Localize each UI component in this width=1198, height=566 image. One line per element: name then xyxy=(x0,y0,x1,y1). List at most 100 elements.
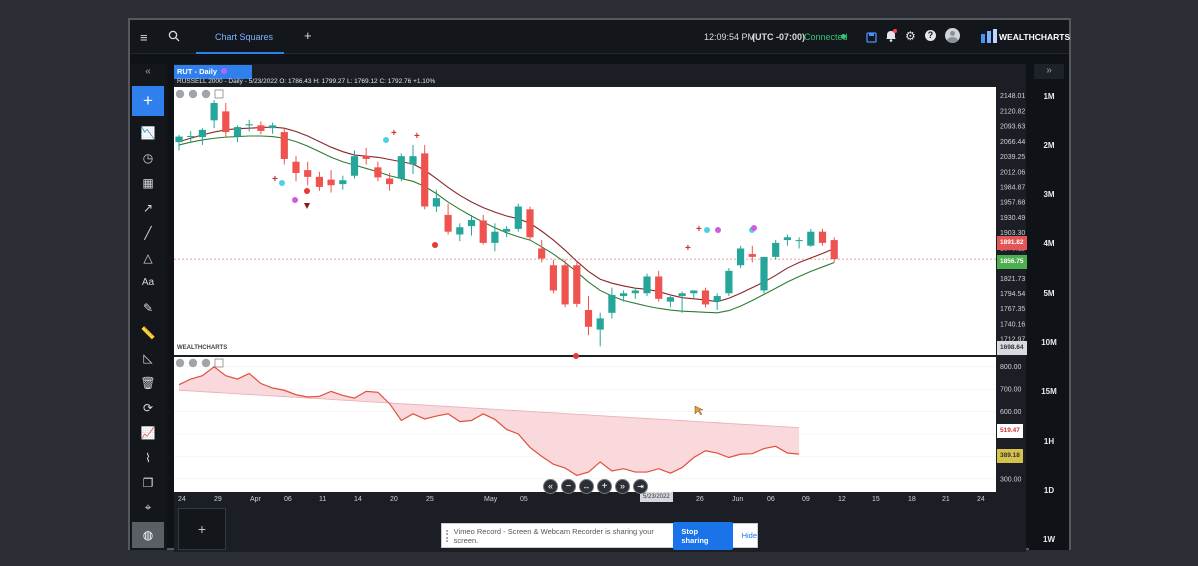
scroll-end-button[interactable]: ⇥ xyxy=(633,479,648,494)
candle-body xyxy=(292,161,300,173)
price-tick-label: 1984.87 xyxy=(1000,184,1025,191)
candle-body xyxy=(362,156,370,159)
candle-body xyxy=(421,153,429,207)
stop-sharing-button[interactable]: Stop sharing xyxy=(673,521,733,550)
clock-icon[interactable]: ◷ xyxy=(142,150,154,165)
timeframe-1h[interactable]: 1H xyxy=(1043,437,1055,446)
timeframe-1w[interactable]: 1W xyxy=(1043,535,1055,544)
add-chart-button[interactable]: + xyxy=(178,508,226,550)
cursor-icon xyxy=(694,405,704,416)
text-tool-icon[interactable]: Aa xyxy=(141,277,155,288)
connection-status: Connected xyxy=(804,32,848,42)
x-tick-label: Jun xyxy=(732,496,743,503)
candle-body xyxy=(760,256,768,291)
ma-fast-line xyxy=(178,126,835,303)
tab-chart-squares[interactable]: Chart Squares xyxy=(215,32,274,42)
pane-expand-icon xyxy=(214,358,224,368)
line-chart-icon[interactable]: 📈 xyxy=(140,425,156,440)
x-tick-label: 06 xyxy=(767,496,775,503)
pencil-icon[interactable]: ✎ xyxy=(142,300,154,315)
candle-body xyxy=(725,270,733,294)
scroll-forward-button[interactable]: » xyxy=(615,479,630,494)
signal-plus-marker: + xyxy=(414,131,420,142)
collapse-left-icon[interactable]: « xyxy=(145,65,151,77)
trash-icon[interactable]: 🗑 xyxy=(140,375,156,390)
save-icon[interactable] xyxy=(866,30,877,48)
tab-active-indicator xyxy=(196,52,284,54)
candle-body xyxy=(479,220,487,243)
candle-body xyxy=(503,228,511,232)
candle-body xyxy=(713,296,721,302)
line-tool-icon[interactable]: ╱ xyxy=(144,225,152,240)
x-tick-label: May xyxy=(484,496,498,503)
candle-body xyxy=(432,198,440,207)
hide-banner-button[interactable]: Hide xyxy=(741,531,758,540)
candle-body xyxy=(818,231,827,243)
timezone-label[interactable]: (UTC -07:00) xyxy=(752,32,806,42)
indicator-value-badge: 519.47 xyxy=(997,424,1023,438)
count-marker-cyan xyxy=(383,137,389,143)
timeframe-3m[interactable]: 3M xyxy=(1043,190,1055,199)
trend-icon[interactable]: ↗ xyxy=(142,200,154,215)
layers-icon[interactable]: ❐ xyxy=(142,475,154,490)
candle-body xyxy=(350,156,359,176)
pane-control-icon xyxy=(175,89,185,99)
symbol-color-dot-icon xyxy=(221,68,227,74)
timeframe-10m[interactable]: 10M xyxy=(1041,338,1057,347)
candle-body xyxy=(210,102,218,121)
indicator-icon[interactable]: 📉 xyxy=(140,125,156,140)
candle-body xyxy=(608,294,616,313)
price-tick-label: 1903.30 xyxy=(1000,230,1025,237)
zoom-out-button[interactable]: − xyxy=(561,479,576,494)
calendar-icon[interactable]: ▦ xyxy=(142,175,154,190)
share-message: Vimeo Record - Screen & Webcam Recorder … xyxy=(453,526,654,545)
price-tick-label: 1930.49 xyxy=(1000,215,1025,222)
symbol-tag[interactable]: RUT - Daily xyxy=(174,65,252,79)
x-tick-label: Apr xyxy=(250,496,262,503)
candle-body xyxy=(561,265,569,305)
count-marker-red xyxy=(432,242,438,248)
timeframe-1m[interactable]: 1M xyxy=(1043,92,1055,101)
timeframe-1d[interactable]: 1D xyxy=(1043,486,1055,495)
price-tick-label: 1712.97 xyxy=(1000,337,1025,344)
chart-watermark: WEALTHCHARTS xyxy=(177,345,228,351)
refresh-icon[interactable]: ⟳ xyxy=(142,400,154,415)
price-tick-label: 1767.35 xyxy=(1000,306,1025,313)
navigation-controls: « − ↔ + » ⇥ xyxy=(543,479,648,494)
candle-body xyxy=(386,178,394,185)
price-tick-label: 2066.44 xyxy=(1000,139,1025,146)
bell-icon[interactable] xyxy=(885,29,897,47)
timeframe-4m[interactable]: 4M xyxy=(1043,239,1055,248)
zoom-in-button[interactable]: + xyxy=(597,479,612,494)
search-icon[interactable] xyxy=(168,30,180,44)
measure-icon[interactable]: ◺ xyxy=(143,350,153,365)
collapse-right-icon[interactable]: » xyxy=(1034,64,1064,79)
scroll-start-button[interactable]: « xyxy=(543,479,558,494)
timeframe-sidebar: » 1M 2M 3M 4M 5M 10M 15M 1H 1D 1W xyxy=(1029,64,1069,550)
chart-canvas[interactable]: + + + + + 2148.01 2120.82 2093.63 2066.44 2039.2… xyxy=(174,64,1026,552)
add-drawing-button[interactable]: + xyxy=(132,86,164,116)
hamburger-icon[interactable]: ≡ xyxy=(140,30,148,45)
globe-icon[interactable]: ◍ xyxy=(132,522,164,548)
fit-button[interactable]: ↔ xyxy=(579,479,594,494)
avatar[interactable] xyxy=(945,28,960,43)
price-tick-label: 1821.73 xyxy=(1000,276,1025,283)
indicator-tick-label: 600.00 xyxy=(1000,409,1022,416)
add-tab-button[interactable]: + xyxy=(304,28,312,43)
chart-type-icon[interactable]: ⌇ xyxy=(145,450,151,465)
shapes-icon[interactable]: △ xyxy=(143,250,153,265)
candle-body xyxy=(772,242,780,257)
drag-handle-icon[interactable] xyxy=(446,529,454,542)
count-marker-magenta xyxy=(292,197,298,203)
crosshair-icon[interactable]: ⌖ xyxy=(144,500,152,514)
candle-body xyxy=(187,136,195,138)
timeframe-15m[interactable]: 15M xyxy=(1041,387,1057,396)
ruler-icon[interactable]: 📏 xyxy=(140,325,156,340)
timeframe-5m[interactable]: 5M xyxy=(1043,289,1055,298)
candle-body xyxy=(526,209,534,238)
timeframe-2m[interactable]: 2M xyxy=(1043,141,1055,150)
help-icon[interactable]: ? xyxy=(925,30,936,41)
count-marker-red xyxy=(573,353,579,359)
gear-icon[interactable]: ⚙ xyxy=(905,29,916,43)
candle-body xyxy=(584,310,593,327)
